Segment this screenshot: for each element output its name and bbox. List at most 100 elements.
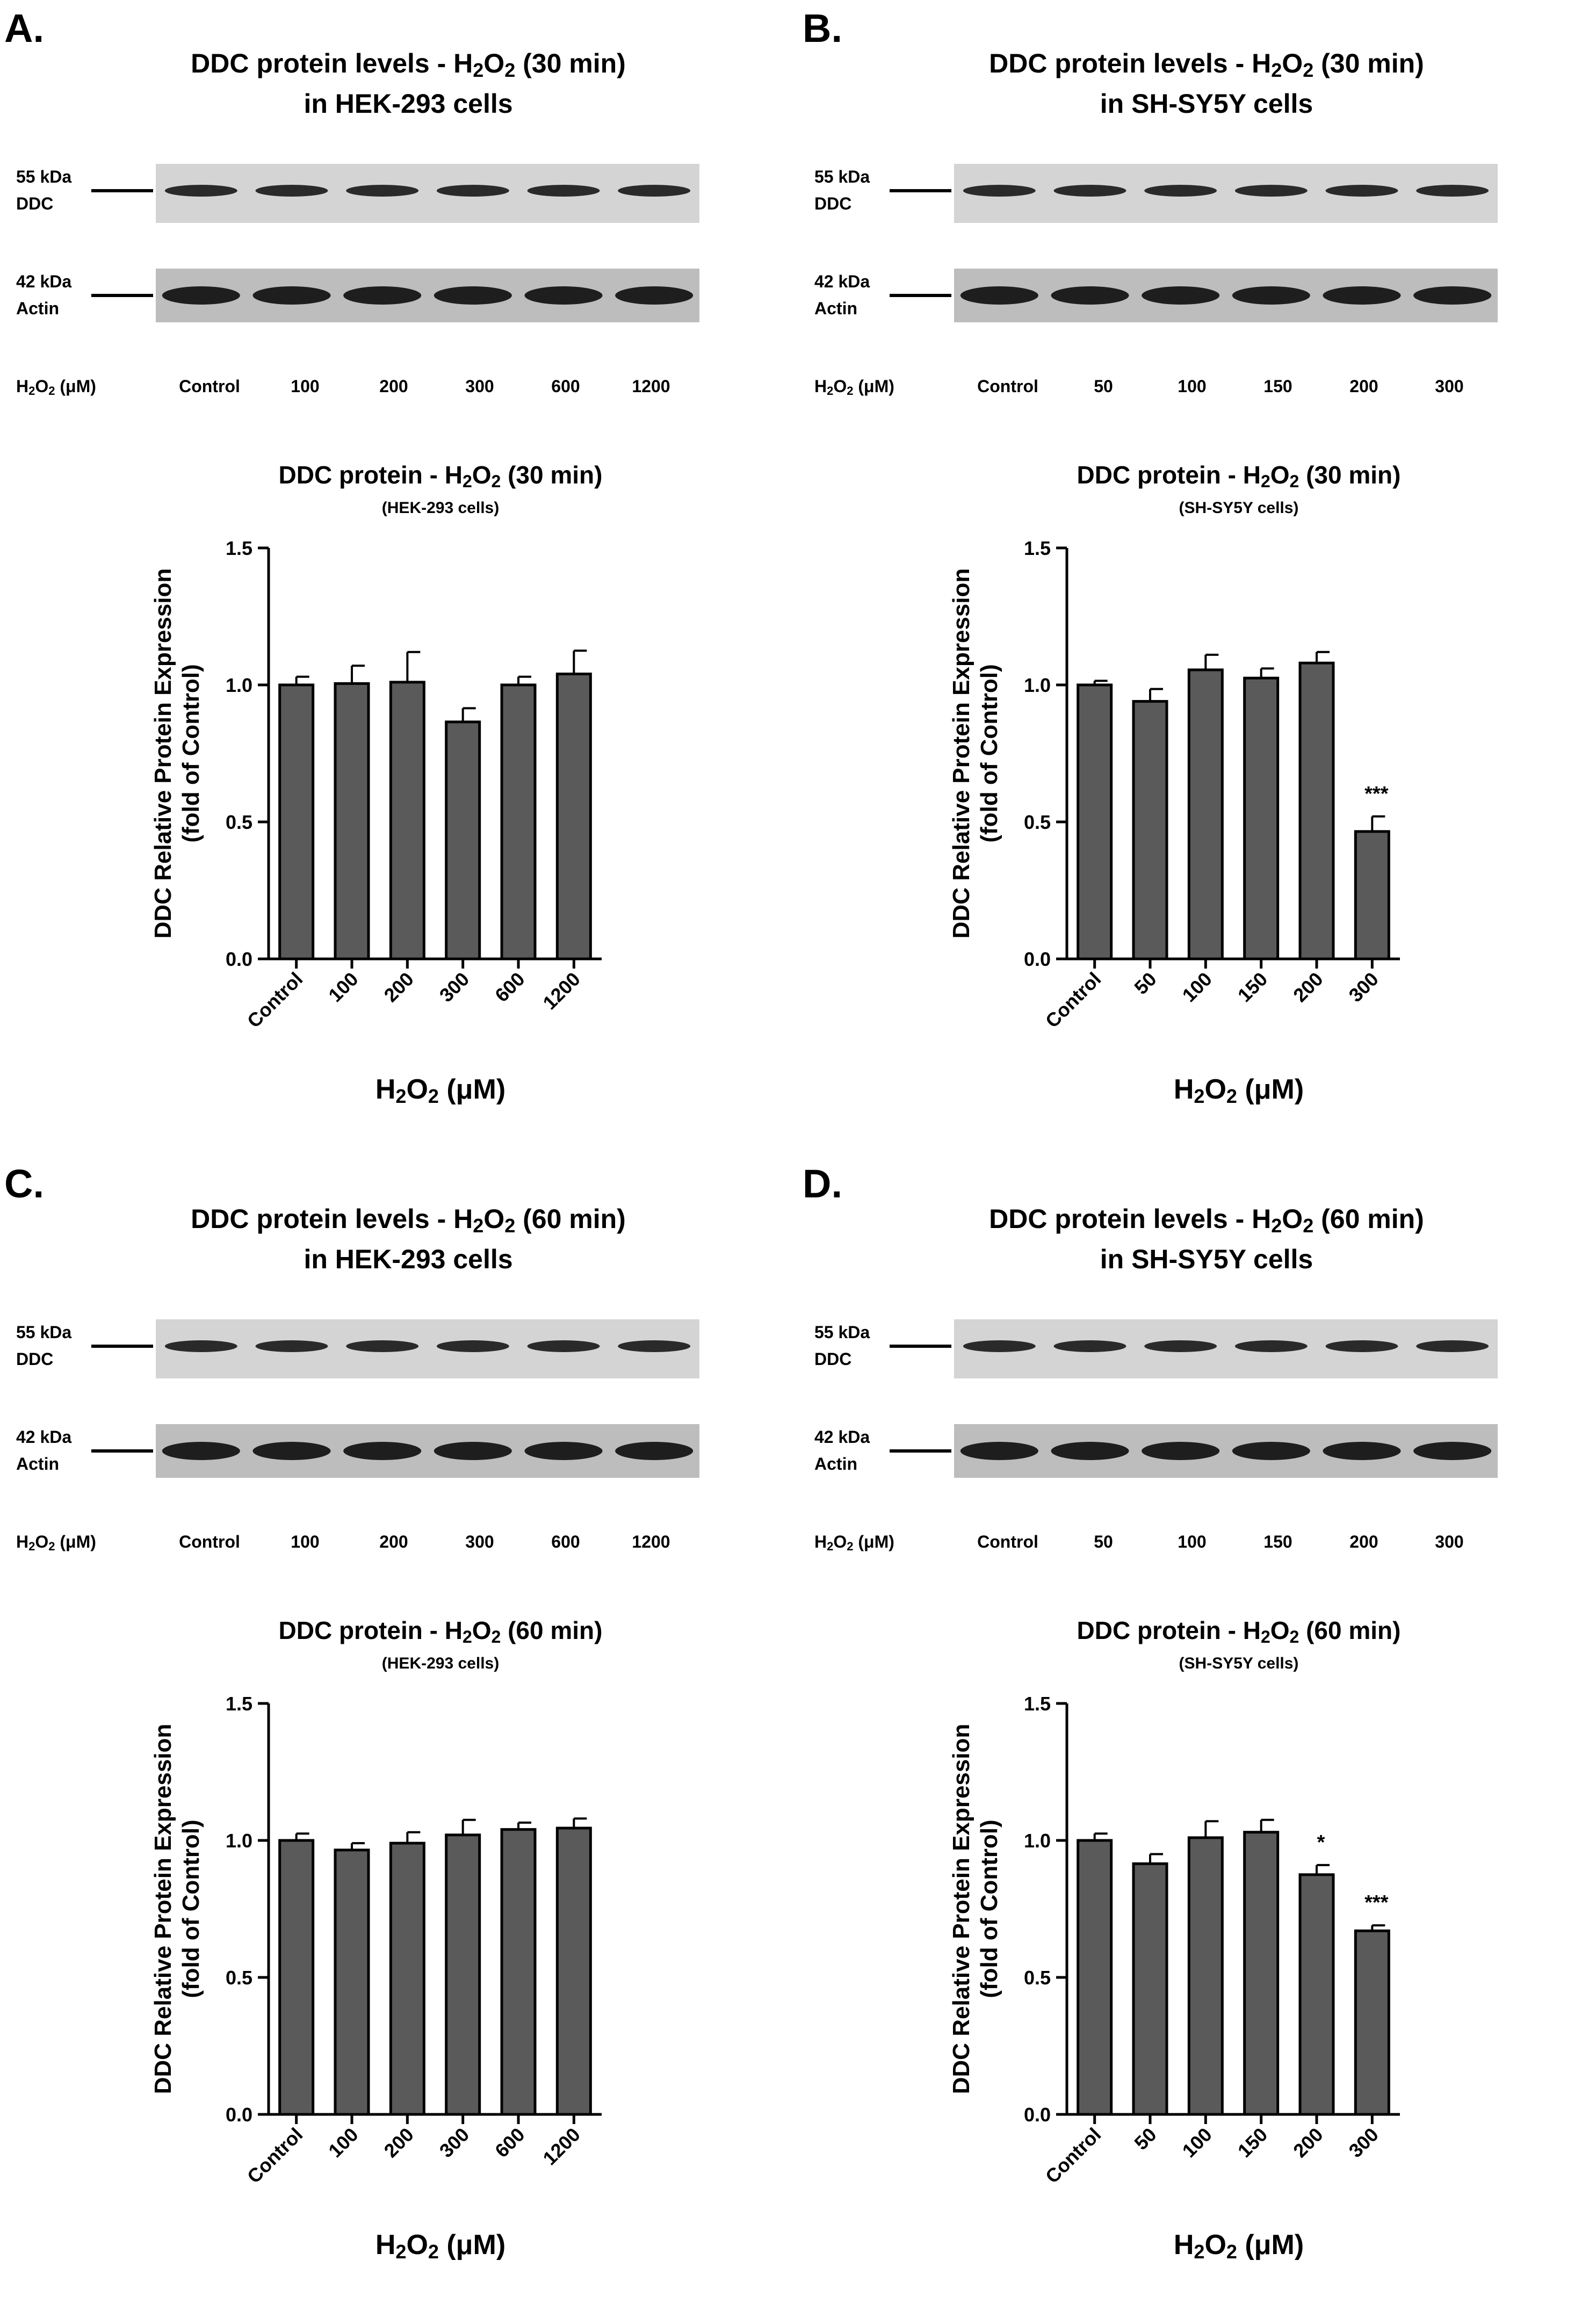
ddc-band xyxy=(1144,185,1217,197)
panel-label: B. xyxy=(803,6,842,50)
lane-label: 300 xyxy=(1435,1532,1463,1551)
x-tick-label: 300 xyxy=(1345,968,1383,1006)
actin-band xyxy=(524,1442,603,1460)
ddc-band xyxy=(527,185,600,197)
actin-band xyxy=(434,286,512,305)
ddc-band xyxy=(255,1340,328,1352)
lane-label: 100 xyxy=(291,377,319,396)
actin-name-label: Actin xyxy=(16,299,59,318)
y-tick-label: 0.0 xyxy=(226,948,252,970)
bar xyxy=(445,1833,481,2116)
panel-label: C. xyxy=(4,1161,44,1206)
bar xyxy=(1354,830,1390,960)
bar xyxy=(500,1828,537,2116)
actin-band xyxy=(1413,1442,1492,1460)
x-tick-label: 100 xyxy=(1178,968,1216,1006)
ddc-band xyxy=(1416,185,1489,197)
y-axis-label: DDC Relative Protein Expression(fold of … xyxy=(948,1724,1002,2095)
ddc-blot-strip xyxy=(156,1319,699,1378)
ddc-kda-label: 55 kDa xyxy=(814,167,870,186)
blot-title: DDC protein levels - H2O2 (60 min) xyxy=(191,1204,626,1237)
lane-row-label: H2O2 (μM) xyxy=(814,377,894,398)
ddc-band xyxy=(527,1340,600,1352)
actin-band xyxy=(960,286,1038,305)
y-axis-label: DDC Relative Protein Expression(fold of … xyxy=(150,568,204,939)
ddc-band xyxy=(436,1340,509,1352)
actin-band xyxy=(1051,286,1129,305)
x-tick-label: 200 xyxy=(1289,2124,1327,2162)
ddc-band xyxy=(618,185,691,197)
x-tick-label: 150 xyxy=(1233,968,1272,1006)
y-tick-label: 0.0 xyxy=(1024,948,1051,970)
ddc-band xyxy=(1144,1340,1217,1352)
actin-band xyxy=(343,286,422,305)
actin-band xyxy=(1142,1442,1220,1460)
blot-subtitle: in SH-SY5Y cells xyxy=(1100,1244,1313,1274)
ddc-name-label: DDC xyxy=(16,1349,53,1369)
ddc-band xyxy=(618,1340,691,1352)
blot-title: DDC protein levels - H2O2 (30 min) xyxy=(191,48,626,81)
x-tick-label: 300 xyxy=(435,968,473,1006)
x-tick-label: 200 xyxy=(1289,968,1327,1006)
blot-title: DDC protein levels - H2O2 (30 min) xyxy=(989,48,1424,81)
actin-blot-strip xyxy=(954,269,1498,322)
lane-label: 300 xyxy=(1435,377,1463,396)
actin-band xyxy=(252,1442,331,1460)
y-tick-label: 1.0 xyxy=(226,1830,252,1852)
actin-blot-strip xyxy=(156,269,699,322)
ddc-band xyxy=(963,185,1036,197)
actin-kda-label: 42 kDa xyxy=(814,1427,870,1447)
actin-blot-strip xyxy=(156,1424,699,1478)
bar xyxy=(445,720,481,960)
x-tick-label: Control xyxy=(1041,968,1105,1032)
lane-label: 200 xyxy=(1349,1532,1378,1551)
lane-label: Control xyxy=(977,1532,1038,1551)
actin-kda-label: 42 kDa xyxy=(16,1427,71,1447)
y-tick-label: 0.5 xyxy=(226,811,252,833)
blot-title: DDC protein levels - H2O2 (60 min) xyxy=(989,1204,1424,1237)
y-axis-label: DDC Relative Protein Expression(fold of … xyxy=(150,1724,204,2095)
bar xyxy=(389,1841,425,2116)
x-tick-label: 100 xyxy=(324,968,362,1006)
blot-subtitle: in SH-SY5Y cells xyxy=(1100,89,1313,119)
y-tick-label: 0.0 xyxy=(1024,2104,1051,2126)
ddc-band xyxy=(1416,1340,1489,1352)
actin-band xyxy=(524,286,603,305)
actin-name-label: Actin xyxy=(814,1454,857,1474)
blot-subtitle: in HEK-293 cells xyxy=(304,1244,512,1274)
lane-label: 200 xyxy=(1349,377,1378,396)
bar xyxy=(1132,1862,1168,2116)
actin-band xyxy=(960,1442,1038,1460)
ddc-band xyxy=(1325,1340,1398,1352)
x-tick-label: 200 xyxy=(380,2124,418,2162)
lane-label: 200 xyxy=(379,377,408,396)
ddc-band xyxy=(1234,1340,1308,1352)
ddc-band xyxy=(164,1340,237,1352)
chart-title: DDC protein - H2O2 (30 min) xyxy=(1077,461,1401,491)
bar xyxy=(1187,668,1224,960)
bar xyxy=(1243,676,1280,960)
bar xyxy=(1354,1929,1390,2116)
actin-band xyxy=(162,286,240,305)
x-axis-label: H2O2 (μM) xyxy=(375,2229,505,2263)
ddc-band xyxy=(1325,185,1398,197)
y-tick-label: 1.0 xyxy=(226,674,252,696)
bar xyxy=(1298,1873,1335,2116)
actin-band xyxy=(1323,1442,1401,1460)
x-tick-label: 100 xyxy=(1178,2124,1216,2162)
chart-subtitle: (HEK-293 cells) xyxy=(382,1655,499,1672)
lane-row-label: H2O2 (μM) xyxy=(814,1532,894,1553)
ddc-blot-strip xyxy=(954,164,1498,223)
x-tick-label: 150 xyxy=(1233,2124,1272,2162)
bar xyxy=(1132,700,1168,960)
ddc-blot-strip xyxy=(156,164,699,223)
bar xyxy=(1243,1831,1280,2116)
bar xyxy=(334,1848,370,2116)
bar xyxy=(1298,661,1335,960)
ddc-kda-label: 55 kDa xyxy=(16,1323,71,1342)
bar xyxy=(555,1826,592,2116)
y-tick-label: 0.0 xyxy=(226,2104,252,2126)
chart-title: DDC protein - H2O2 (30 min) xyxy=(279,461,603,491)
bar xyxy=(278,683,315,960)
x-tick-label: 600 xyxy=(490,968,529,1006)
